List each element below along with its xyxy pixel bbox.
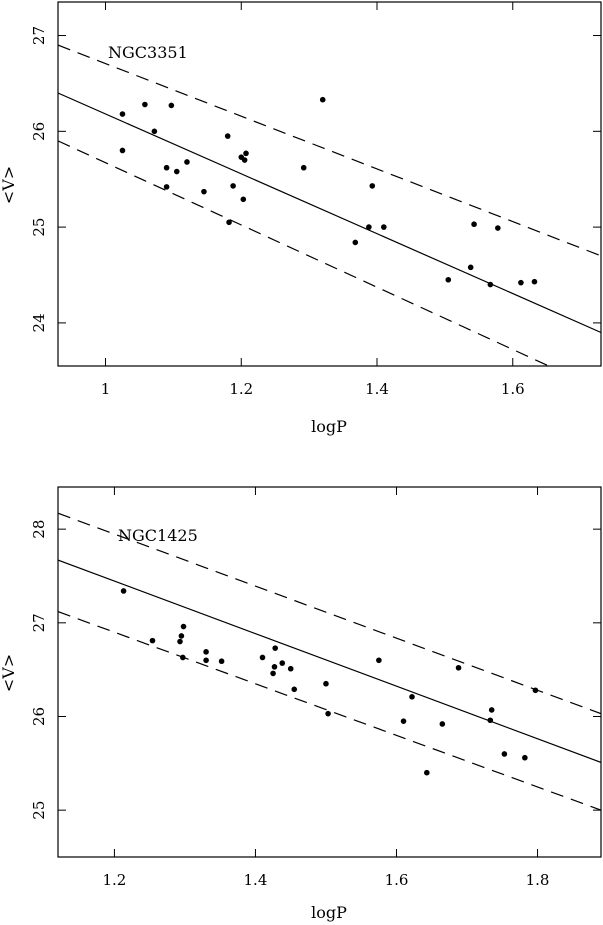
data-point [381,224,387,230]
line-layer [58,44,601,366]
x-tick-label: 1.6 [501,380,525,398]
x-axis-title: logP [311,417,347,436]
data-point [259,654,266,661]
points-layer [119,96,538,288]
y-axis-title: <V> [0,654,18,692]
tick-labels: 1.2 1.4 1.6 1.8 25 26 27 28 [30,520,549,889]
lower-bound-line [58,512,601,715]
data-point [323,680,329,687]
y-axis-title: <V> [0,166,18,204]
panel-title: NGC3351 [108,43,188,62]
data-point [203,657,209,664]
x-axis-title: logP [311,903,347,922]
data-point [319,96,326,103]
data-point [409,694,415,700]
data-point [291,686,298,693]
data-point [177,638,183,645]
data-point [201,188,207,195]
data-point [279,660,286,666]
data-point [487,717,494,724]
data-point [439,721,446,727]
data-point [173,168,180,175]
panel-ngc1425: NGC1425 1.2 1.4 1.6 1.8 25 26 27 28 logP <V> [0,486,602,922]
data-point [243,150,249,157]
data-point [532,687,539,694]
data-point [400,718,407,724]
y-tick-label: 26 [30,122,48,141]
data-point [501,751,508,757]
x-tick-label: 1.8 [526,871,550,889]
data-point [203,649,209,655]
data-point [531,278,538,285]
x-tick-label: 1.4 [244,871,268,889]
x-tick-label: 1.4 [365,380,389,398]
data-point [376,657,382,664]
plot-frame [57,486,602,858]
tick-marks [58,487,601,857]
data-point [471,221,477,228]
upper-bound-line [58,140,551,366]
data-point [180,623,187,630]
y-tick-label: 26 [30,707,48,726]
data-point [163,184,170,190]
data-point [163,164,170,171]
data-point [518,279,524,286]
tick-marks [58,2,601,366]
data-point [270,670,276,677]
data-point [271,664,278,670]
data-point [287,665,294,672]
y-tick-label: 24 [30,313,48,332]
data-point [488,707,495,713]
line-layer [58,512,601,811]
fit-line [58,92,601,334]
data-point [495,225,501,231]
data-point [366,224,372,230]
plot-frame [57,1,602,367]
y-tick-label: 28 [30,520,48,539]
x-tick-label: 1.6 [385,871,409,889]
data-point [151,128,158,135]
data-point [180,654,186,661]
data-point [424,769,430,776]
data-point [119,147,126,154]
y-tick-label: 27 [30,613,48,632]
data-point [240,196,247,203]
lower-bound-line [58,44,601,257]
y-tick-label: 27 [30,26,48,45]
data-point [149,637,156,644]
data-point [218,658,225,665]
y-tick-label: 25 [30,801,48,820]
panel-ngc3351: NGC3351 1 1.2 1.4 1.6 24 25 26 27 logP <V> [0,1,602,436]
data-point [369,183,376,189]
x-tick-label: 1.2 [229,380,253,398]
data-point [120,588,127,594]
y-tick-label: 25 [30,218,48,237]
data-point [178,633,185,639]
x-tick-label: 1 [101,380,111,398]
data-point [230,183,236,189]
data-point [522,754,528,761]
data-point [224,133,231,139]
data-point [142,101,148,108]
data-point [352,239,359,246]
fit-line [58,559,601,763]
data-point [455,664,462,671]
data-point [184,159,190,165]
data-point [445,276,452,283]
data-point [325,710,331,717]
data-point [241,157,248,163]
tick-labels: 1 1.2 1.4 1.6 24 25 26 27 [30,26,525,398]
x-tick-label: 1.2 [102,871,126,889]
panel-title: NGC1425 [118,526,198,545]
upper-bound-line [58,611,601,811]
data-point [487,281,494,288]
data-point [226,219,232,226]
data-point [467,264,474,271]
data-point [119,111,126,117]
points-layer [120,588,539,776]
data-point [300,164,307,171]
data-point [168,102,175,109]
data-point [272,645,279,651]
